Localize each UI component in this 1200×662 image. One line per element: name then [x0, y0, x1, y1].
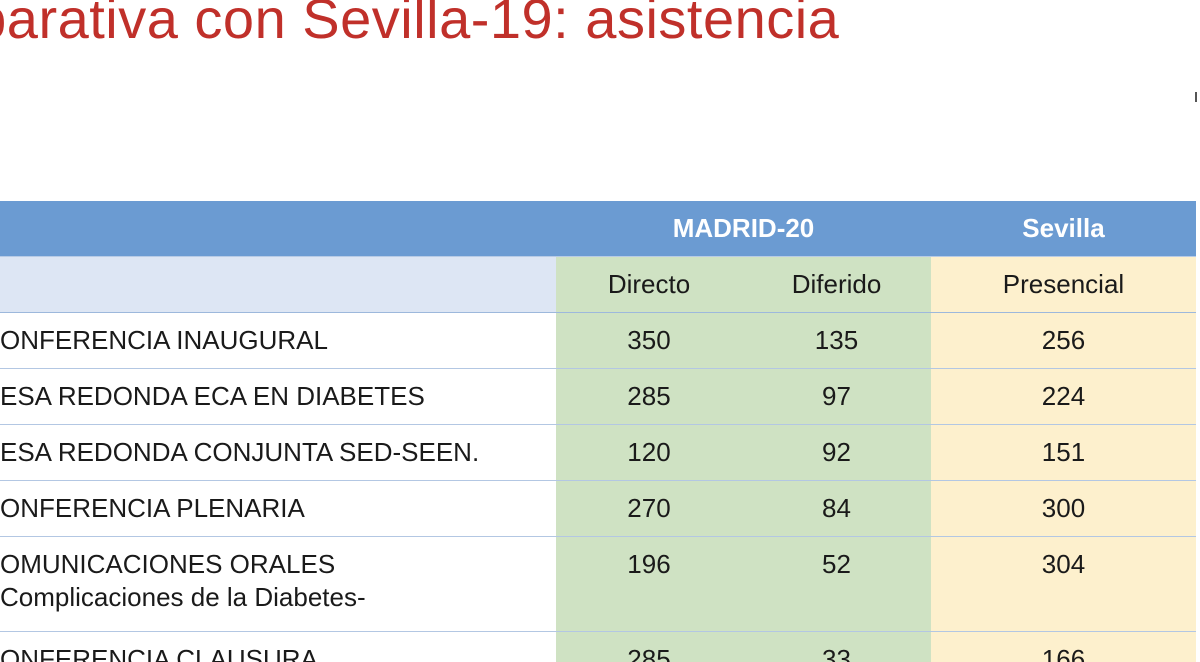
- session-name-cell: OMUNICACIONES ORALES Complicaciones de l…: [0, 537, 556, 631]
- presencial-value: 151: [931, 425, 1196, 480]
- presencial-value: 224: [931, 369, 1196, 424]
- session-name-line2: Complicaciones de la Diabetes-: [0, 582, 366, 612]
- presencial-value: 304: [931, 537, 1196, 631]
- directo-value: 350: [556, 313, 742, 368]
- directo-value: 270: [556, 481, 742, 536]
- sevilla-group-header: Sevilla: [1022, 213, 1105, 243]
- session-name: ONFERENCIA CLAUSURA: [0, 644, 318, 662]
- edge-mark: [1195, 92, 1197, 102]
- session-column-header: [0, 257, 556, 312]
- diferido-column-header: Diferido: [742, 257, 931, 312]
- table-row: ONFERENCIA INAUGURAL 350 135 256: [0, 313, 1196, 369]
- diferido-value: 97: [742, 369, 931, 424]
- diferido-value: 33: [742, 632, 931, 662]
- table-row: ONFERENCIA CLAUSURA 285 33 166: [0, 632, 1196, 662]
- presencial-value: 256: [931, 313, 1196, 368]
- diferido-value: 135: [742, 313, 931, 368]
- presencial-value: 166: [931, 632, 1196, 662]
- directo-value: 196: [556, 537, 742, 631]
- session-name: ESA REDONDA ECA EN DIABETES: [0, 381, 425, 411]
- attendance-table: MADRID-20 Sevilla Directo Diferido Prese…: [0, 201, 1196, 662]
- table-row: OMUNICACIONES ORALES Complicaciones de l…: [0, 537, 1196, 632]
- directo-value: 120: [556, 425, 742, 480]
- table-row: ESA REDONDA CONJUNTA SED-SEEN. 120 92 15…: [0, 425, 1196, 481]
- session-name: ONFERENCIA INAUGURAL: [0, 325, 328, 355]
- directo-value: 285: [556, 632, 742, 662]
- diferido-value: 52: [742, 537, 931, 631]
- directo-value: 285: [556, 369, 742, 424]
- session-name: ESA REDONDA CONJUNTA SED-SEEN.: [0, 437, 480, 467]
- table-group-header-row: MADRID-20 Sevilla: [0, 201, 1196, 257]
- madrid-group-header: MADRID-20: [672, 213, 815, 243]
- table-row: ESA REDONDA ECA EN DIABETES 285 97 224: [0, 369, 1196, 425]
- session-name: ONFERENCIA PLENARIA: [0, 493, 305, 523]
- session-name: OMUNICACIONES ORALES: [0, 549, 336, 579]
- presencial-column-header: Presencial: [931, 257, 1196, 312]
- presencial-value: 300: [931, 481, 1196, 536]
- slide-title: mparativa con Sevilla-19: asistencia: [0, 0, 840, 50]
- table-sub-header-row: Directo Diferido Presencial: [0, 257, 1196, 313]
- table-row: ONFERENCIA PLENARIA 270 84 300: [0, 481, 1196, 537]
- diferido-value: 84: [742, 481, 931, 536]
- diferido-value: 92: [742, 425, 931, 480]
- directo-column-header: Directo: [556, 257, 742, 312]
